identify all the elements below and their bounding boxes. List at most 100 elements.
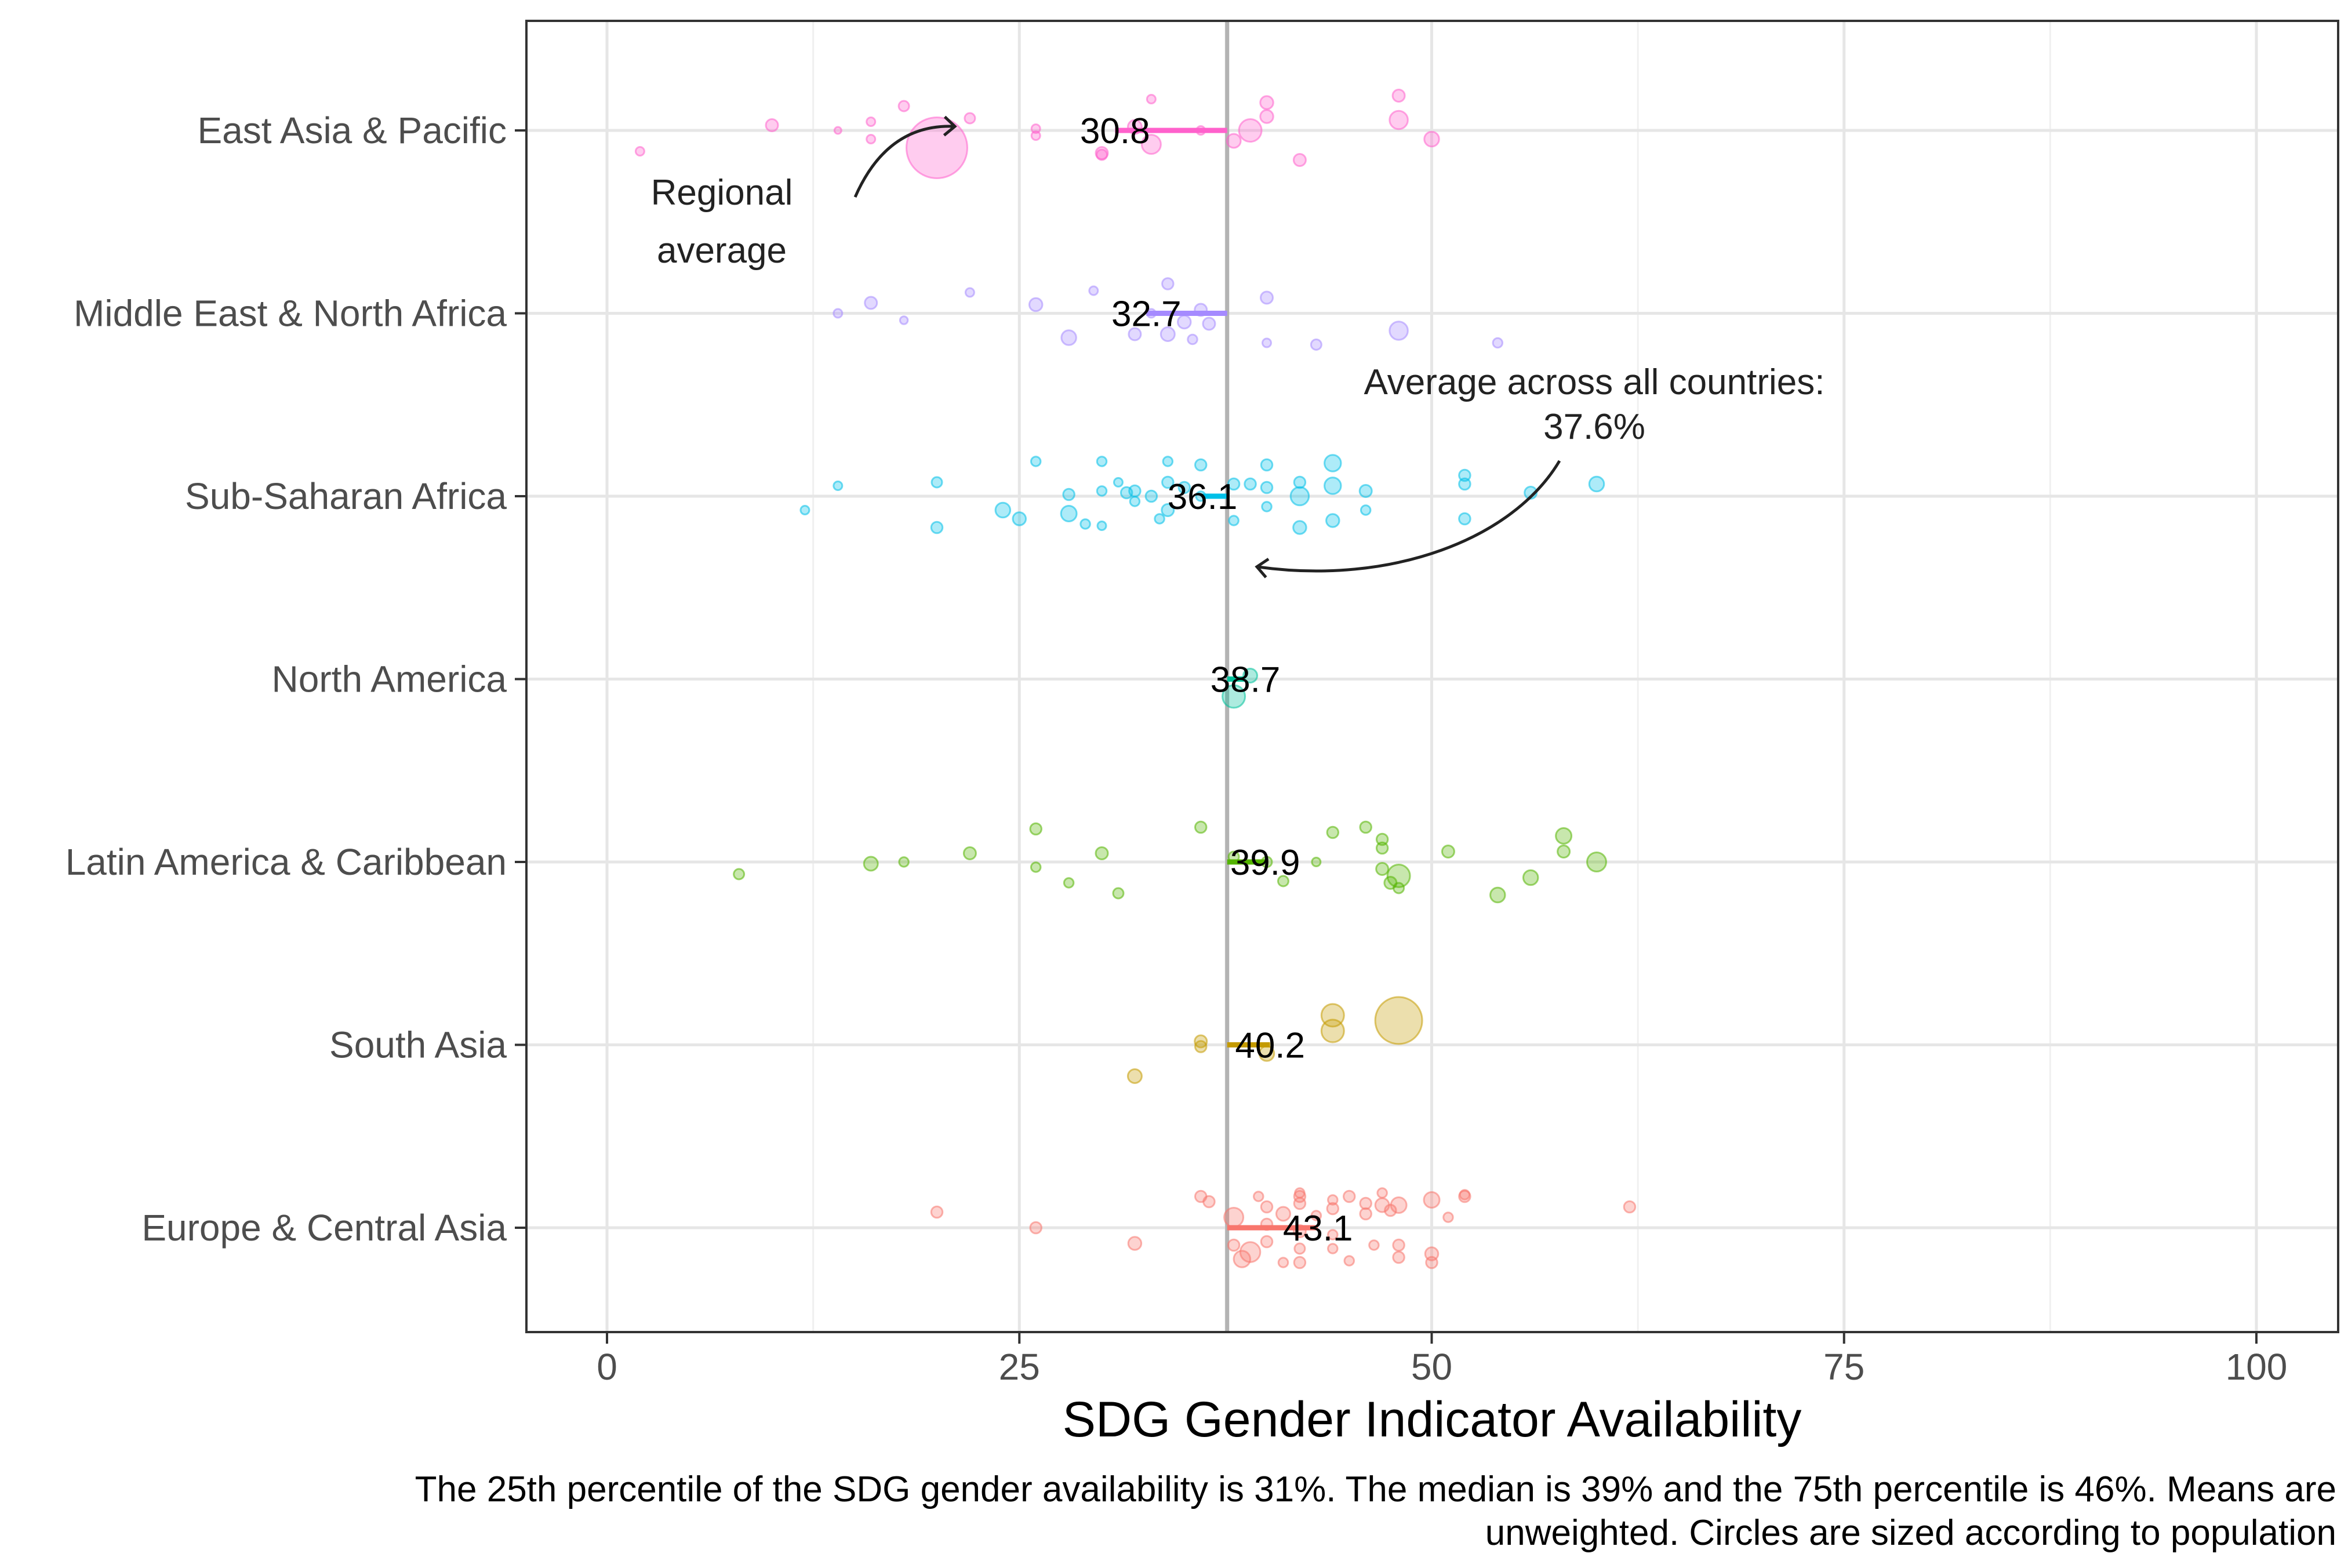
data-point-east-asia-and-pacific-14 xyxy=(1146,94,1157,104)
data-point-middle-east-and-north-africa-12 xyxy=(1187,333,1198,345)
regional-mean-segments xyxy=(1115,128,1318,1231)
regional-average-label-line1: Regional xyxy=(651,173,793,213)
x-tick-label-25: 25 xyxy=(999,1346,1040,1388)
y-tick-label-east-asia-and-pacific: East Asia & Pacific xyxy=(197,110,507,151)
data-point-east-asia-and-pacific-19 xyxy=(1259,95,1274,110)
y-tick-label-south-asia: South Asia xyxy=(329,1024,507,1066)
data-point-sub-saharan-africa-36 xyxy=(1325,513,1340,528)
data-point-latin-america-and-caribbean-1 xyxy=(863,856,879,872)
data-point-sub-saharan-africa-22 xyxy=(1177,481,1191,494)
data-point-europe-and-central-asia-23 xyxy=(1326,1202,1340,1216)
data-point-europe-and-central-asia-30 xyxy=(1368,1239,1380,1251)
data-point-sub-saharan-africa-5 xyxy=(1012,511,1027,526)
data-point-sub-saharan-africa-7 xyxy=(1062,488,1075,501)
data-point-east-asia-and-pacific-18 xyxy=(1259,109,1274,124)
series-sub-saharan-africa xyxy=(799,454,1605,535)
data-point-middle-east-and-north-africa-16 xyxy=(1262,337,1272,348)
x-axis-title: SDG Gender Indicator Availability xyxy=(1063,1392,1802,1447)
series-north-america xyxy=(1222,668,1259,709)
data-point-europe-and-central-asia-0 xyxy=(930,1205,944,1219)
data-point-europe-and-central-asia-31 xyxy=(1376,1187,1388,1199)
data-point-europe-and-central-asia-34 xyxy=(1390,1196,1408,1214)
data-point-sub-saharan-africa-30 xyxy=(1261,501,1273,512)
data-point-europe-and-central-asia-43 xyxy=(1623,1200,1637,1214)
data-point-middle-east-and-north-africa-14 xyxy=(1202,316,1216,331)
x-axis: 0 25 50 75 100 xyxy=(597,1332,2287,1388)
data-point-sub-saharan-africa-25 xyxy=(1227,477,1241,491)
data-point-europe-and-central-asia-27 xyxy=(1343,1255,1355,1267)
data-point-latin-america-and-caribbean-9 xyxy=(1194,820,1208,834)
data-point-sub-saharan-africa-41 xyxy=(1458,512,1471,526)
data-point-latin-america-and-caribbean-6 xyxy=(1063,877,1075,889)
data-point-europe-and-central-asia-36 xyxy=(1392,1250,1405,1264)
data-point-europe-and-central-asia-21 xyxy=(1310,1210,1322,1221)
data-point-latin-america-and-caribbean-7 xyxy=(1095,846,1109,860)
data-point-latin-america-and-caribbean-2 xyxy=(898,856,910,868)
regional-mean-labels: 30.8 32.7 36.1 38.7 39.9 40.2 43.1 xyxy=(1080,111,1353,1249)
data-point-europe-and-central-asia-25 xyxy=(1327,1229,1339,1240)
data-point-middle-east-and-north-africa-2 xyxy=(899,315,909,325)
data-point-sub-saharan-africa-9 xyxy=(1080,518,1091,530)
data-point-sub-saharan-africa-11 xyxy=(1096,485,1108,497)
mean-label-europe-and-central-asia: 43.1 xyxy=(1283,1209,1353,1249)
data-point-latin-america-and-caribbean-27 xyxy=(1586,852,1607,872)
data-point-sub-saharan-africa-13 xyxy=(1113,477,1124,488)
annotations: Regional average Average across all coun… xyxy=(651,115,1824,579)
data-point-sub-saharan-africa-16 xyxy=(1129,496,1141,507)
series-europe-and-central-asia xyxy=(930,1187,1637,1269)
x-tick-label-75: 75 xyxy=(1823,1346,1864,1388)
mean-label-north-america: 38.7 xyxy=(1211,660,1281,700)
data-point-east-asia-and-pacific-3 xyxy=(866,134,877,144)
data-point-south-asia-5 xyxy=(1320,1018,1345,1043)
data-point-sub-saharan-africa-15 xyxy=(1128,484,1142,498)
mean-label-middle-east-and-north-africa: 32.7 xyxy=(1111,294,1182,334)
data-point-latin-america-and-caribbean-4 xyxy=(1029,822,1042,836)
data-point-europe-and-central-asia-2 xyxy=(1127,1236,1143,1251)
data-point-sub-saharan-africa-3 xyxy=(930,521,944,534)
data-point-sub-saharan-africa-43 xyxy=(1588,475,1605,493)
mean-label-south-asia: 40.2 xyxy=(1235,1026,1305,1066)
data-point-latin-america-and-caribbean-23 xyxy=(1489,886,1506,904)
data-point-europe-and-central-asia-22 xyxy=(1327,1194,1339,1206)
series-east-asia-and-pacific xyxy=(634,89,1440,179)
data-point-sub-saharan-africa-37 xyxy=(1358,484,1373,498)
data-point-europe-and-central-asia-12 xyxy=(1260,1235,1274,1249)
data-point-latin-america-and-caribbean-14 xyxy=(1326,825,1340,839)
data-point-sub-saharan-africa-0 xyxy=(799,505,810,515)
data-point-east-asia-and-pacific-7 xyxy=(964,112,976,125)
data-point-europe-and-central-asia-4 xyxy=(1202,1195,1216,1209)
data-point-europe-and-central-asia-19 xyxy=(1293,1242,1306,1255)
y-axis: East Asia & Pacific Middle East & North A… xyxy=(66,110,526,1249)
data-point-europe-and-central-asia-13 xyxy=(1275,1206,1291,1222)
data-point-south-asia-6 xyxy=(1374,996,1423,1045)
data-point-latin-america-and-caribbean-26 xyxy=(1557,845,1571,858)
data-point-east-asia-and-pacific-20 xyxy=(1292,153,1307,167)
data-point-middle-east-and-north-africa-10 xyxy=(1160,326,1176,342)
data-point-east-asia-and-pacific-8 xyxy=(1030,130,1041,141)
data-point-middle-east-and-north-africa-0 xyxy=(833,308,844,319)
data-point-sub-saharan-africa-10 xyxy=(1096,456,1108,467)
data-point-east-asia-and-pacific-4 xyxy=(866,117,877,127)
data-point-europe-and-central-asia-14 xyxy=(1277,1257,1289,1268)
data-point-east-asia-and-pacific-9 xyxy=(1030,123,1041,134)
data-point-middle-east-and-north-africa-4 xyxy=(1028,297,1044,312)
data-point-south-asia-2 xyxy=(1194,1040,1208,1053)
data-point-europe-and-central-asia-1 xyxy=(1029,1221,1042,1235)
grid-lines xyxy=(526,21,2338,1332)
data-point-sub-saharan-africa-12 xyxy=(1096,521,1107,531)
data-point-europe-and-central-asia-26 xyxy=(1343,1189,1356,1203)
overall-average-label-line2: 37.6% xyxy=(1543,407,1645,447)
data-point-latin-america-and-caribbean-0 xyxy=(733,868,746,881)
data-point-latin-america-and-caribbean-17 xyxy=(1375,841,1389,855)
data-point-sub-saharan-africa-29 xyxy=(1260,481,1274,494)
data-point-latin-america-and-caribbean-5 xyxy=(1030,861,1042,873)
data-point-middle-east-and-north-africa-5 xyxy=(1060,329,1077,346)
data-point-europe-and-central-asia-29 xyxy=(1359,1207,1372,1221)
data-point-europe-and-central-asia-17 xyxy=(1293,1196,1307,1210)
series-south-asia xyxy=(1126,996,1423,1084)
data-point-east-asia-and-pacific-16 xyxy=(1226,133,1242,149)
data-point-middle-east-and-north-africa-19 xyxy=(1492,337,1504,349)
data-point-east-asia-and-pacific-5 xyxy=(897,100,910,112)
data-point-sub-saharan-africa-20 xyxy=(1161,503,1175,517)
